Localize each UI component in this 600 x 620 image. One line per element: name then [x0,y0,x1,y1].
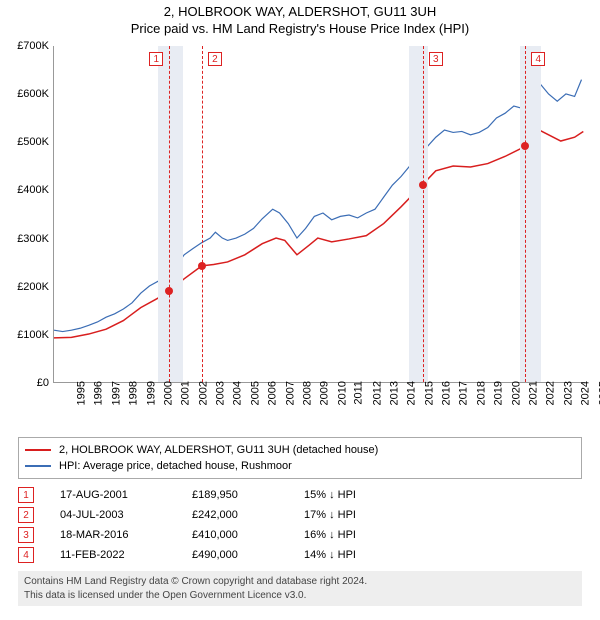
transaction-date: 11-FEB-2022 [60,549,190,561]
transaction-hpi-diff: 15% ↓ HPI [304,489,404,501]
plot-area: 1 2 3 4 [53,46,585,383]
legend-swatch [25,449,51,451]
chart-title: 2, HOLBROOK WAY, ALDERSHOT, GU11 3UH [0,4,600,19]
x-tick-label: 2011 [353,381,365,405]
transaction-marker: 4 [18,547,34,563]
sale-point [521,142,529,150]
transaction-price: £410,000 [192,529,302,541]
transaction-marker: 3 [18,527,34,543]
x-tick-label: 2021 [528,381,540,405]
chart-container: £0 £100K £200K £300K £400K £500K £600K £700K 1 2… [5,38,595,433]
transaction-marker: 2 [18,507,34,523]
down-arrow-icon: ↓ [329,489,335,501]
down-arrow-icon: ↓ [329,549,335,561]
x-tick-label: 2005 [249,381,261,405]
recession-band [409,46,428,382]
y-tick-label: £0 [5,377,49,389]
sale-point [419,181,427,189]
legend-swatch [25,465,51,467]
marker-number: 3 [429,52,443,66]
transaction-marker: 1 [18,487,34,503]
recession-band [158,46,182,382]
transaction-hpi-diff: 16% ↓ HPI [304,529,404,541]
down-arrow-icon: ↓ [329,509,335,521]
x-tick-label: 2000 [162,381,174,405]
x-tick-label: 2018 [475,381,487,405]
footer-line: This data is licensed under the Open Gov… [24,589,576,603]
y-tick-label: £600K [5,88,49,100]
x-tick-label: 2004 [232,381,244,405]
chart-lines [54,46,585,382]
x-tick-label: 1996 [93,381,105,405]
x-tick-label: 2006 [267,381,279,405]
transaction-row: 2 04-JUL-2003£242,00017% ↓ HPI [18,505,582,525]
down-arrow-icon: ↓ [329,529,335,541]
marker-line [202,46,203,382]
y-tick-label: £200K [5,281,49,293]
x-tick-label: 2023 [562,381,574,405]
x-tick-label: 2008 [301,381,313,405]
transaction-hpi-diff: 14% ↓ HPI [304,549,404,561]
transaction-price: £242,000 [192,509,302,521]
sale-point [165,287,173,295]
x-tick-label: 2020 [510,381,522,405]
marker-number: 2 [208,52,222,66]
transaction-date: 04-JUL-2003 [60,509,190,521]
x-tick-label: 2009 [319,381,331,405]
legend-label: HPI: Average price, detached house, Rush… [59,460,292,472]
y-tick-label: £300K [5,233,49,245]
transaction-price: £490,000 [192,549,302,561]
transaction-date: 17-AUG-2001 [60,489,190,501]
y-tick-label: £500K [5,136,49,148]
series-property [54,129,583,338]
x-tick-label: 2014 [406,381,418,405]
x-tick-label: 2013 [388,381,400,405]
footer-line: Contains HM Land Registry data © Crown c… [24,575,576,589]
y-tick-label: £100K [5,329,49,341]
legend-label: 2, HOLBROOK WAY, ALDERSHOT, GU11 3UH (de… [59,444,378,456]
x-tick-label: 1995 [75,381,87,405]
x-tick-label: 2001 [180,381,192,405]
x-tick-label: 2015 [423,381,435,405]
transaction-row: 1 17-AUG-2001£189,95015% ↓ HPI [18,485,582,505]
transaction-hpi-diff: 17% ↓ HPI [304,509,404,521]
transaction-date: 18-MAR-2016 [60,529,190,541]
x-tick-label: 1999 [145,381,157,405]
y-tick-label: £400K [5,184,49,196]
transaction-row: 3 18-MAR-2016£410,00016% ↓ HPI [18,525,582,545]
footer-attribution: Contains HM Land Registry data © Crown c… [18,571,582,606]
x-tick-label: 2016 [441,381,453,405]
legend-item-property: 2, HOLBROOK WAY, ALDERSHOT, GU11 3UH (de… [25,442,575,458]
x-tick-label: 1998 [128,381,140,405]
x-tick-label: 1997 [110,381,122,405]
y-tick-label: £700K [5,40,49,52]
marker-line [169,46,170,382]
legend-item-hpi: HPI: Average price, detached house, Rush… [25,458,575,474]
recession-band [520,46,541,382]
sale-point [198,262,206,270]
x-tick-label: 2022 [545,381,557,405]
marker-line [423,46,424,382]
x-tick-label: 2010 [336,381,348,405]
marker-line [525,46,526,382]
transaction-row: 4 11-FEB-2022£490,00014% ↓ HPI [18,545,582,565]
series-hpi [54,80,582,332]
x-tick-label: 2017 [458,381,470,405]
x-tick-label: 2002 [197,381,209,405]
x-tick-label: 2012 [371,381,383,405]
chart-header: 2, HOLBROOK WAY, ALDERSHOT, GU11 3UH Pri… [0,0,600,38]
x-tick-label: 2024 [580,381,592,405]
x-tick-label: 2007 [284,381,296,405]
chart-subtitle: Price paid vs. HM Land Registry's House … [0,21,600,36]
marker-number: 4 [531,52,545,66]
marker-number: 1 [149,52,163,66]
transaction-price: £189,950 [192,489,302,501]
x-tick-label: 2019 [493,381,505,405]
transactions-table: 1 17-AUG-2001£189,95015% ↓ HPI 2 04-JUL-200… [18,485,582,565]
legend: 2, HOLBROOK WAY, ALDERSHOT, GU11 3UH (de… [18,437,582,479]
x-tick-label: 2003 [215,381,227,405]
